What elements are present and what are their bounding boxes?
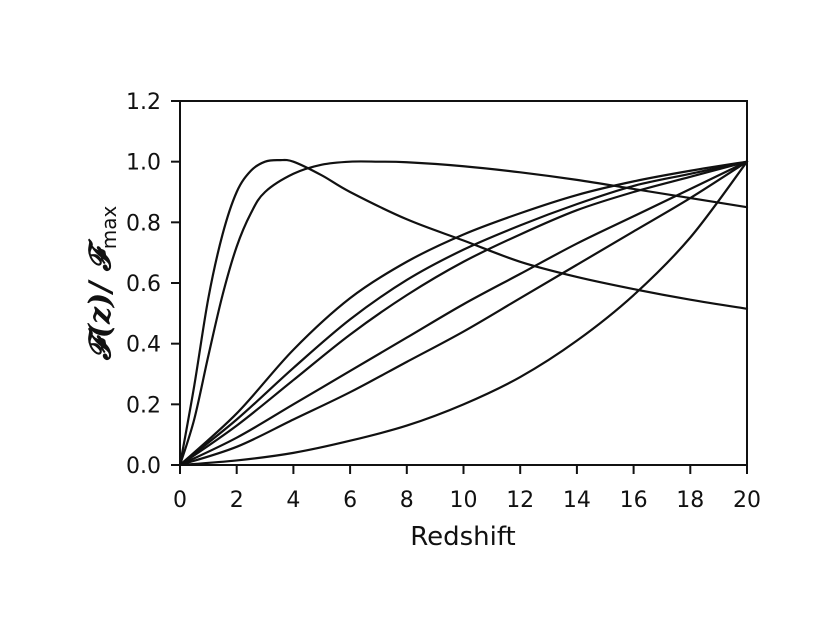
x-tick-label-8: 8 [400, 488, 414, 513]
y-tick-label-1.2: 1.2 [126, 90, 161, 115]
y-axis-title-subscript: max [97, 205, 121, 249]
y-tick-label-0.4: 0.4 [126, 333, 161, 358]
series-line-4 [178, 160, 749, 467]
x-tick-label-18: 18 [676, 488, 704, 513]
y-tick-label-0.8: 0.8 [126, 211, 161, 236]
x-tick-label-2: 2 [230, 488, 244, 513]
x-axis-title: Redshift [410, 522, 516, 552]
x-tick-label-16: 16 [620, 488, 648, 513]
x-tick-label-6: 6 [343, 488, 357, 513]
y-tick-label-0.0: 0.0 [126, 454, 161, 479]
y-axis-title-main: 𝓕(z)/ 𝓕 [83, 238, 118, 361]
series-line-3 [178, 160, 749, 467]
x-tick-label-4: 4 [286, 488, 300, 513]
series-line-2 [178, 160, 749, 467]
y-axis-title: 𝓕(z)/ 𝓕max [83, 205, 121, 361]
y-axis: 0.0 0.2 0.4 0.6 0.8 1.0 1.2 [126, 90, 180, 479]
x-tick-label-14: 14 [563, 488, 591, 513]
y-tick-label-1.0: 1.0 [126, 151, 161, 176]
series-line-6 [178, 160, 749, 467]
x-tick-label-0: 0 [173, 488, 187, 513]
x-tick-label-12: 12 [506, 488, 534, 513]
y-tick-label-0.2: 0.2 [126, 393, 161, 418]
series-layer [178, 158, 749, 467]
plot-frame [179, 100, 748, 466]
x-axis: 0 2 4 6 8 10 12 14 16 18 20 [173, 465, 761, 513]
series-line-8 [178, 160, 749, 467]
series-line-1 [178, 158, 749, 467]
x-tick-label-20: 20 [733, 488, 761, 513]
series-line-7 [178, 160, 749, 467]
x-tick-label-10: 10 [450, 488, 478, 513]
series-line-5 [178, 160, 749, 467]
y-tick-label-0.6: 0.6 [126, 272, 161, 297]
